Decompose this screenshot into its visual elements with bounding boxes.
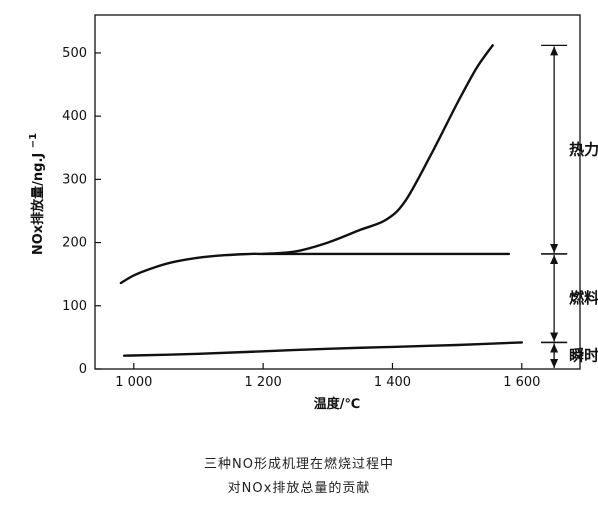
thermal-range: 热力型	[541, 44, 598, 255]
x-tick-label: 1 400	[374, 375, 411, 390]
fuel-nox-curve	[119, 252, 511, 285]
caption-line-2: 对NOx排放总量的贡献	[227, 481, 371, 496]
arrow-down	[550, 332, 559, 342]
y-tick-label: 500	[62, 46, 87, 61]
arrow-down	[550, 243, 559, 253]
y-axis-title: NOx排放量/ng.J −1	[28, 133, 46, 255]
y-tick-label: 400	[62, 109, 87, 124]
y-axis-title-superscript: −1	[28, 133, 39, 148]
caption-line-1: 三种NO形成机理在燃烧过程中	[204, 457, 394, 472]
nox-emission-chart: 0 100 200 300 400 500 1 000 1 200 1 400 1 600 热力…	[28, 14, 598, 412]
prompt-nox-curve	[122, 341, 523, 357]
x-axis-ticks: 1 000 1 200 1 400 1 600	[115, 363, 540, 390]
prompt-range: 瞬时	[541, 341, 598, 368]
y-axis-ticks: 0 100 200 300 400 500	[62, 46, 101, 377]
annotation-label: 瞬时	[569, 347, 598, 365]
arrow-up	[550, 343, 559, 353]
annotation-label: 燃料型	[569, 289, 598, 307]
fuel-range: 燃料型	[541, 253, 598, 344]
y-tick-label: 100	[62, 299, 87, 314]
arrow-down	[550, 359, 559, 368]
series-layer	[119, 44, 523, 357]
x-tick-label: 1 000	[115, 375, 152, 390]
y-tick-label: 0	[79, 362, 87, 377]
arrow-up	[550, 46, 559, 56]
y-axis-title-main: NOx排放量/ng.J	[30, 153, 46, 255]
y-tick-label: 200	[62, 236, 87, 251]
annotation-layer: 热力型燃料型瞬时	[541, 44, 598, 368]
arrow-up	[550, 254, 559, 264]
annotation-label: 热力型	[569, 141, 598, 159]
x-tick-label: 1 600	[503, 375, 540, 390]
x-axis-title: 温度/℃	[314, 396, 361, 412]
y-tick-label: 300	[62, 172, 87, 187]
x-tick-label: 1 200	[245, 375, 282, 390]
thermal-nox-curve	[261, 44, 494, 256]
plot-frame	[94, 14, 581, 370]
